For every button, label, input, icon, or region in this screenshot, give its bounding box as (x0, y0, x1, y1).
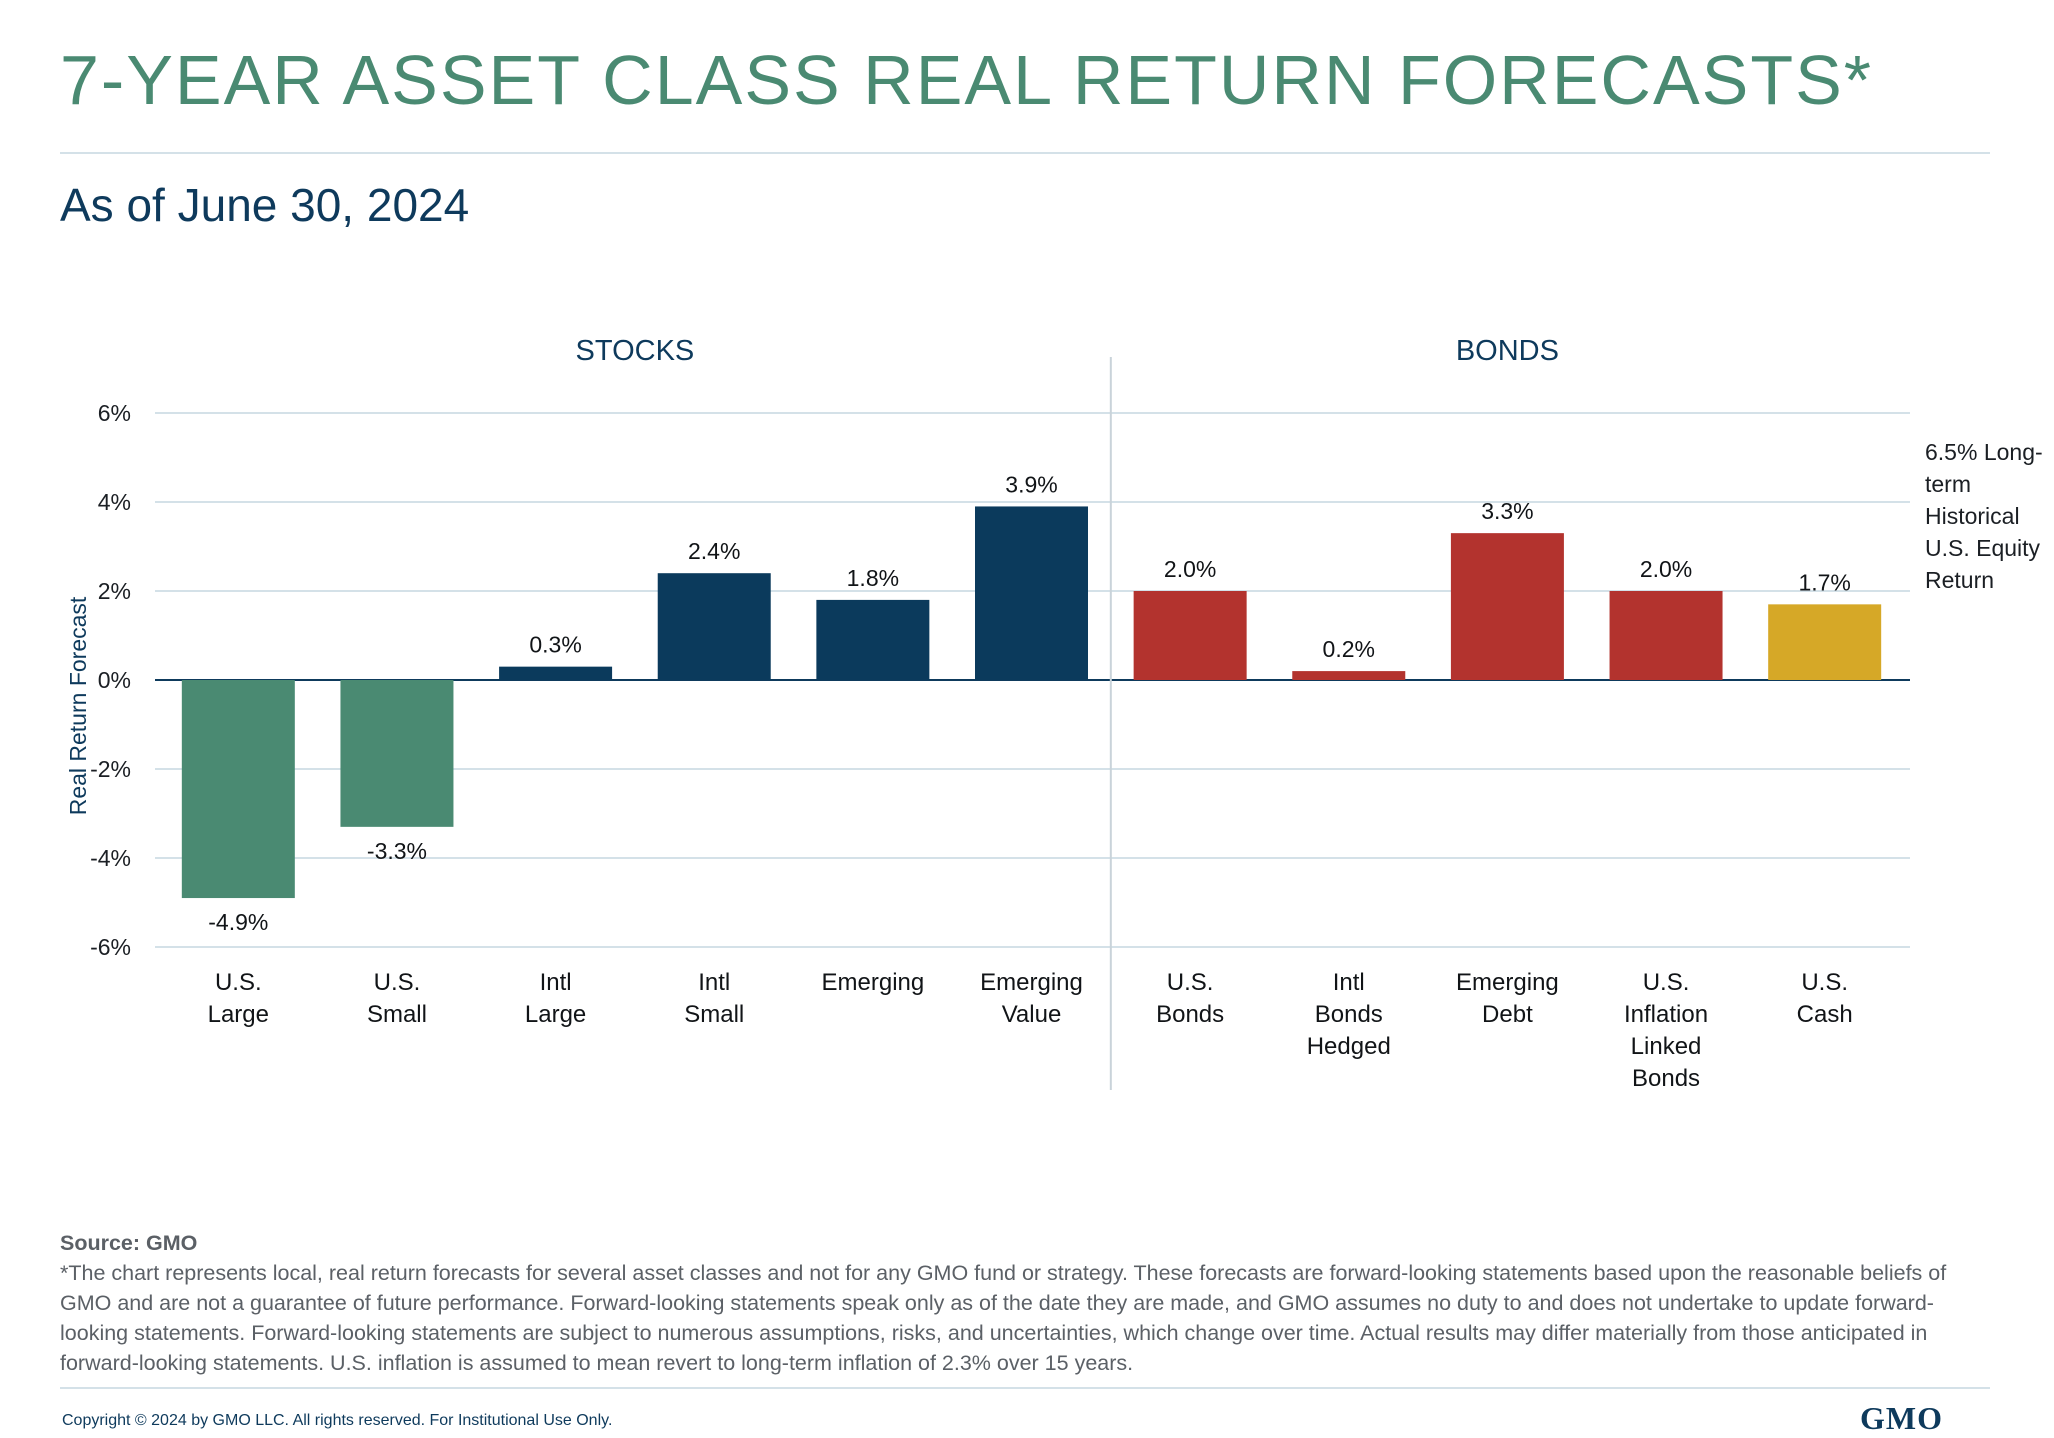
category-label: Inflation (1624, 1001, 1708, 1028)
category-label: U.S. (1643, 969, 1690, 996)
category-label: Bonds (1315, 1001, 1383, 1028)
bar (499, 666, 613, 680)
category-label: Emerging (1456, 969, 1559, 996)
category-label: Linked (1631, 1033, 1702, 1060)
value-label: 1.8% (847, 565, 899, 591)
bar (1450, 533, 1564, 680)
category-label: Cash (1797, 1001, 1853, 1028)
value-label: 2.0% (1164, 556, 1216, 582)
footer-divider (60, 1387, 1990, 1389)
bar (340, 680, 454, 827)
footnote: Source: GMO *The chart represents local,… (60, 1228, 1990, 1378)
y-tick-label: -6% (90, 934, 131, 960)
historical-return-note: term (1925, 471, 1971, 497)
bar (816, 599, 930, 680)
gmo-logo: GMO (1860, 1400, 1943, 1436)
value-label: 3.3% (1481, 498, 1533, 524)
category-label: Debt (1482, 1001, 1533, 1028)
historical-return-note: Return (1925, 567, 1994, 593)
category-label: Intl (698, 969, 730, 996)
historical-return-note: U.S. Equity (1925, 535, 2041, 561)
page-title: 7-YEAR ASSET CLASS REAL RETURN FORECASTS… (60, 41, 1874, 119)
category-label: Emerging (822, 969, 925, 996)
category-label: Bonds (1156, 1001, 1224, 1028)
bar (1133, 591, 1247, 680)
category-label: Large (208, 1001, 269, 1028)
bar (975, 506, 1088, 680)
bar (181, 680, 295, 899)
category-label: U.S. (1167, 969, 1214, 996)
category-label: Intl (1333, 969, 1365, 996)
y-tick-label: 6% (98, 400, 131, 426)
category-label: U.S. (1801, 969, 1848, 996)
value-label: 0.3% (529, 632, 581, 658)
y-tick-label: 2% (98, 578, 131, 604)
bar (1609, 591, 1723, 680)
value-label: 0.2% (1323, 636, 1375, 662)
bar (657, 573, 771, 680)
group-label: STOCKS (576, 335, 695, 367)
category-label: Small (684, 1001, 744, 1028)
y-axis-title: Real Return Forecast (65, 596, 91, 815)
copyright-text: Copyright © 2024 by GMO LLC. All rights … (62, 1412, 613, 1429)
group-label: BONDS (1456, 335, 1559, 367)
category-label: U.S. (215, 969, 262, 996)
title-divider (60, 152, 1990, 154)
category-label: Large (525, 1001, 586, 1028)
category-label: U.S. (374, 969, 421, 996)
value-label: -3.3% (367, 838, 427, 864)
y-tick-label: -2% (90, 756, 131, 782)
bar (1768, 604, 1882, 680)
real-return-bar-chart: -6% -4% -2% 0% 2% 4% 6% Real Return Forecast STO… (65, 335, 2043, 1092)
category-label: Emerging (980, 969, 1083, 996)
historical-return-note: Historical (1925, 503, 2020, 529)
value-label: 2.0% (1640, 556, 1692, 582)
y-tick-label: -4% (90, 845, 131, 871)
source-label: Source: GMO (60, 1231, 198, 1255)
historical-return-note: 6.5% Long- (1925, 439, 2043, 465)
category-label: Small (367, 1001, 427, 1028)
value-label: -4.9% (208, 909, 268, 935)
bar (1292, 671, 1406, 680)
category-label: Intl (540, 969, 572, 996)
y-tick-label: 4% (98, 489, 131, 515)
page-subtitle: As of June 30, 2024 (60, 179, 470, 231)
value-label: 3.9% (1005, 471, 1057, 497)
value-label: 1.7% (1798, 569, 1850, 595)
category-label: Bonds (1632, 1065, 1700, 1092)
category-label: Value (1002, 1001, 1062, 1028)
value-label: 2.4% (688, 538, 740, 564)
y-tick-label: 0% (98, 667, 131, 693)
category-label: Hedged (1307, 1033, 1391, 1060)
disclaimer-text: *The chart represents local, real return… (60, 1261, 1947, 1375)
